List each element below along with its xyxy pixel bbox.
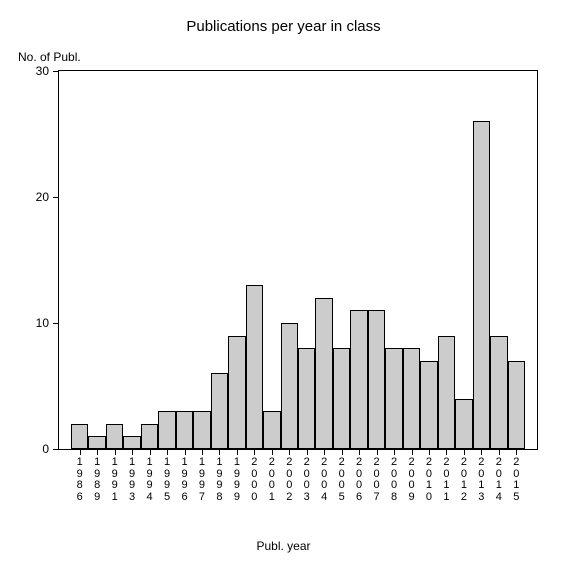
bar [420, 361, 437, 449]
x-tick [394, 449, 395, 455]
x-tick [237, 449, 238, 455]
bar [71, 424, 88, 449]
x-tick-label: 2009 [407, 457, 417, 503]
x-tick-label: 1996 [180, 457, 190, 503]
x-tick-label: 1989 [92, 457, 102, 503]
x-tick-label: 2002 [284, 457, 294, 503]
y-tick [53, 449, 59, 450]
plot-area: 0102030 19861989199119931994199519961997… [58, 70, 538, 450]
bar [211, 373, 228, 449]
bar [281, 323, 298, 449]
x-tick-label: 1991 [110, 457, 120, 503]
x-tick-label: 2014 [494, 457, 504, 503]
bars-layer [59, 71, 537, 449]
publications-bar-chart: Publications per year in class No. of Pu… [0, 0, 567, 567]
y-tick-label: 0 [42, 442, 49, 456]
x-tick-label: 2001 [267, 457, 277, 503]
bar [438, 336, 455, 449]
x-tick-label: 1997 [197, 457, 207, 503]
x-tick [429, 449, 430, 455]
x-axis-label: Publ. year [0, 539, 567, 553]
x-tick [446, 449, 447, 455]
x-tick-label: 2005 [337, 457, 347, 503]
bar [508, 361, 525, 449]
bar [333, 348, 350, 449]
bar [473, 121, 490, 449]
x-tick-label: 1998 [214, 457, 224, 503]
x-tick [481, 449, 482, 455]
x-tick [150, 449, 151, 455]
x-tick [516, 449, 517, 455]
y-tick-label: 10 [36, 316, 49, 330]
bar [315, 298, 332, 449]
x-tick-label: 2008 [389, 457, 399, 503]
bar [88, 436, 105, 449]
x-tick [359, 449, 360, 455]
x-tick-label: 2011 [441, 457, 451, 503]
bar [123, 436, 140, 449]
x-tick-label: 2006 [354, 457, 364, 503]
x-tick-label: 2003 [302, 457, 312, 503]
bar [106, 424, 123, 449]
y-tick-label: 30 [36, 64, 49, 78]
x-tick [272, 449, 273, 455]
bar [263, 411, 280, 449]
x-tick [412, 449, 413, 455]
x-tick-label: 2015 [511, 457, 521, 503]
x-tick [289, 449, 290, 455]
x-tick-label: 1999 [232, 457, 242, 503]
x-tick-label: 1994 [145, 457, 155, 503]
x-tick [464, 449, 465, 455]
x-tick-label: 2010 [424, 457, 434, 503]
bar [176, 411, 193, 449]
bar [158, 411, 175, 449]
chart-title: Publications per year in class [0, 18, 567, 35]
x-tick [307, 449, 308, 455]
x-tick-label: 2012 [459, 457, 469, 503]
x-tick [342, 449, 343, 455]
y-axis-label: No. of Publ. [18, 50, 81, 64]
bar [193, 411, 210, 449]
x-tick [132, 449, 133, 455]
x-tick [80, 449, 81, 455]
x-tick-label: 2007 [372, 457, 382, 503]
x-tick-label: 1986 [75, 457, 85, 503]
x-tick [97, 449, 98, 455]
x-tick [377, 449, 378, 455]
x-tick [499, 449, 500, 455]
bar [385, 348, 402, 449]
x-tick [115, 449, 116, 455]
x-tick-label: 2013 [476, 457, 486, 503]
bar [455, 399, 472, 449]
y-tick-label: 20 [36, 190, 49, 204]
x-tick-label: 1995 [162, 457, 172, 503]
x-tick-label: 2004 [319, 457, 329, 503]
x-tick [324, 449, 325, 455]
bar [490, 336, 507, 449]
x-tick [185, 449, 186, 455]
x-tick-label: 2000 [249, 457, 259, 503]
bar [350, 310, 367, 449]
x-tick [254, 449, 255, 455]
bar [141, 424, 158, 449]
x-tick [202, 449, 203, 455]
x-tick [219, 449, 220, 455]
x-tick-label: 1993 [127, 457, 137, 503]
bar [368, 310, 385, 449]
bar [228, 336, 245, 449]
bar [298, 348, 315, 449]
x-tick [167, 449, 168, 455]
bar [246, 285, 263, 449]
bar [403, 348, 420, 449]
